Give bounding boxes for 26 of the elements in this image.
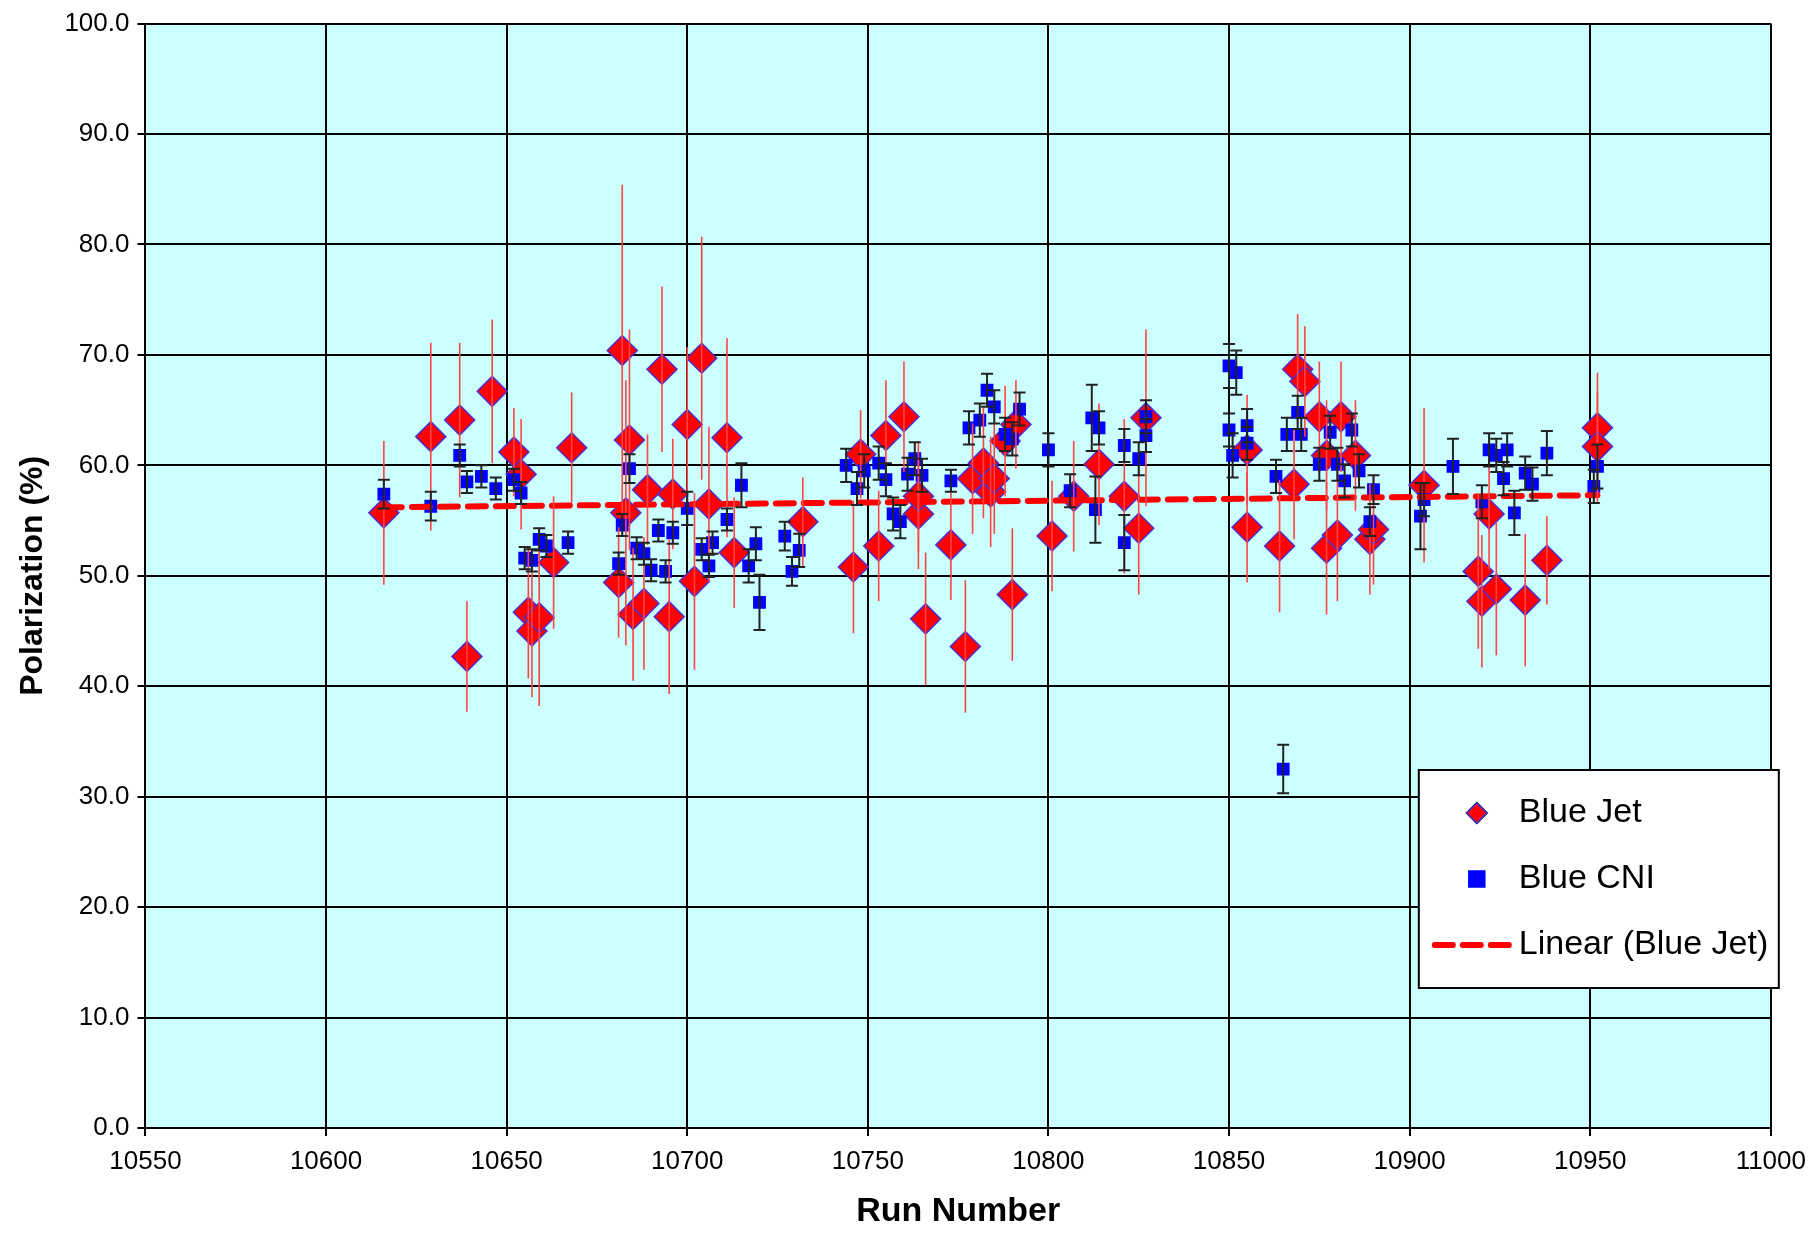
y-tick-label: 0.0 xyxy=(93,1111,130,1142)
x-tick-label: 10550 xyxy=(109,1144,182,1175)
y-axis-title: Polarization (%) xyxy=(13,455,50,696)
y-tick-label: 40.0 xyxy=(78,669,130,700)
x-tick-label: 10950 xyxy=(1554,1144,1627,1175)
legend-label: Blue CNI xyxy=(1518,857,1655,896)
legend-label: Linear (Blue Jet) xyxy=(1518,923,1769,962)
legend-label: Blue Jet xyxy=(1518,791,1643,830)
y-tick-label: 30.0 xyxy=(78,779,130,810)
x-tick-label: 10750 xyxy=(831,1144,904,1175)
x-tick-label: 10800 xyxy=(1012,1144,1085,1175)
x-tick-label: 10700 xyxy=(651,1144,724,1175)
y-tick-label: 90.0 xyxy=(78,117,130,148)
y-tick-label: 100.0 xyxy=(64,6,130,37)
y-tick-label: 60.0 xyxy=(78,448,130,479)
x-tick-label: 10850 xyxy=(1192,1144,1266,1175)
x-tick-label: 10900 xyxy=(1373,1144,1446,1175)
y-tick-label: 70.0 xyxy=(78,338,130,369)
y-tick-label: 10.0 xyxy=(78,1000,130,1031)
y-tick-label: 80.0 xyxy=(78,227,130,258)
x-axis-title: Run Number xyxy=(856,1189,1061,1228)
x-tick-label: 11000 xyxy=(1735,1144,1806,1175)
x-tick-label: 10600 xyxy=(289,1144,363,1175)
y-tick-label: 50.0 xyxy=(78,558,130,589)
y-tick-label: 20.0 xyxy=(78,890,130,921)
x-tick-label: 10650 xyxy=(470,1144,543,1175)
